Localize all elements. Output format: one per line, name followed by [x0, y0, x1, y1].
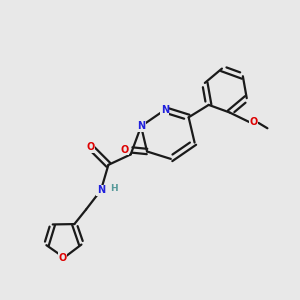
Text: N: N	[137, 121, 145, 131]
Text: O: O	[121, 145, 129, 155]
Text: H: H	[110, 184, 118, 193]
Text: O: O	[249, 117, 258, 127]
Text: N: N	[97, 185, 105, 195]
Text: O: O	[58, 253, 67, 262]
Text: O: O	[86, 142, 95, 152]
Text: N: N	[161, 105, 169, 115]
